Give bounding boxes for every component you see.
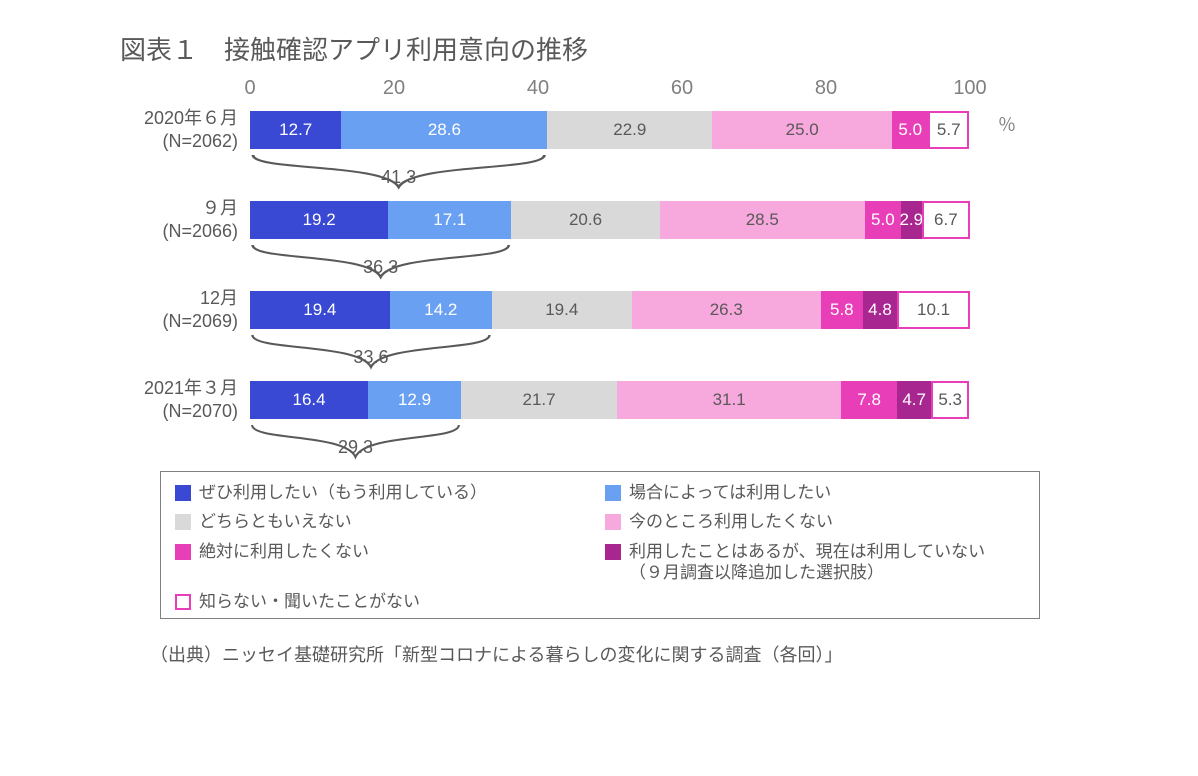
chart-title: 図表１ 接触確認アプリ利用意向の推移 (120, 30, 1138, 67)
bar-segment: 10.1 (897, 291, 970, 329)
row-label: 2021年３月(N=2070) (98, 377, 250, 424)
bar-segment: 19.4 (492, 291, 632, 329)
legend-label: 場合によっては利用したい (629, 482, 831, 503)
brace-sum-label: 41.3 (381, 167, 416, 188)
bar-segment: 25.0 (712, 111, 892, 149)
stacked-bar: 12.728.622.925.05.05.7 (250, 111, 970, 149)
row-label: 2020年６月(N=2062) (98, 107, 250, 154)
bar-segment: 14.2 (390, 291, 492, 329)
legend: ぜひ利用したい（もう利用している） 場合によっては利用したいどちらともいえない 今の… (160, 471, 1040, 619)
bar-row: ９月(N=2066)19.217.120.628.55.02.96.736.3 (250, 197, 1040, 287)
source-citation: （出典）ニッセイ基礎研究所「新型コロナによる暮らしの変化に関する調査（各回）」 (150, 641, 1138, 667)
bar-row: 12月(N=2069)19.414.219.426.35.84.810.133.… (250, 287, 1040, 377)
chart-area: 020406080100 ％ 2020年６月(N=2062)12.728.622… (250, 77, 1138, 467)
legend-item: 場合によっては利用したい (605, 482, 1025, 503)
legend-item: どちらともいえない (175, 511, 595, 532)
bar-rows: 2020年６月(N=2062)12.728.622.925.05.05.741.… (250, 107, 1138, 467)
brace-sum-label: 36.3 (363, 257, 398, 278)
bar-segment: 21.7 (461, 381, 617, 419)
bar-segment: 17.1 (388, 201, 511, 239)
legend-label: 今のところ利用したくない (629, 511, 833, 532)
bar-segment: 5.0 (892, 111, 928, 149)
bar-segment: 12.9 (368, 381, 461, 419)
legend-item: ぜひ利用したい（もう利用している） (175, 482, 595, 503)
bar-segment: 5.0 (865, 201, 901, 239)
legend-swatch (175, 544, 191, 560)
bar-segment: 19.2 (250, 201, 388, 239)
bar-segment: 5.7 (928, 111, 969, 149)
stacked-bar: 19.414.219.426.35.84.810.1 (250, 291, 970, 329)
x-axis-tick: 80 (815, 77, 837, 100)
bar-row: 2020年６月(N=2062)12.728.622.925.05.05.741.… (250, 107, 1040, 197)
bar-segment: 2.9 (901, 201, 922, 239)
bar-segment: 19.4 (250, 291, 390, 329)
bar-row: 2021年３月(N=2070)16.412.921.731.17.84.75.3… (250, 377, 1040, 467)
bar-segment: 28.6 (341, 111, 547, 149)
stacked-bar: 16.412.921.731.17.84.75.3 (250, 381, 970, 419)
bar-segment: 4.8 (863, 291, 898, 329)
legend-item: 利用したことはあるが、現在は利用していない （９月調査以降追加した選択肢） (605, 541, 1025, 584)
bar-segment: 4.7 (897, 381, 931, 419)
legend-item: 絶対に利用したくない (175, 541, 595, 584)
bar-segment: 31.1 (617, 381, 841, 419)
bar-segment: 16.4 (250, 381, 368, 419)
bar-segment: 12.7 (250, 111, 341, 149)
bar-segment: 20.6 (511, 201, 659, 239)
legend-swatch (605, 514, 621, 530)
row-label: ９月(N=2066) (98, 197, 250, 244)
legend-item: 今のところ利用したくない (605, 511, 1025, 532)
x-axis: 020406080100 (250, 77, 970, 107)
bar-segment: 7.8 (841, 381, 897, 419)
legend-swatch (605, 544, 621, 560)
legend-label: 利用したことはあるが、現在は利用していない （９月調査以降追加した選択肢） (629, 541, 985, 584)
legend-label: 絶対に利用したくない (199, 541, 369, 562)
legend-label: 知らない・聞いたことがない (199, 591, 420, 612)
bar-segment: 26.3 (632, 291, 821, 329)
legend-swatch (175, 594, 191, 610)
bar-segment: 28.5 (660, 201, 865, 239)
row-label: 12月(N=2069) (98, 287, 250, 334)
bar-segment: 5.3 (931, 381, 969, 419)
legend-item: 知らない・聞いたことがない (175, 591, 595, 612)
x-axis-tick: 40 (527, 77, 549, 100)
bar-segment: 6.7 (922, 201, 970, 239)
x-axis-tick: 60 (671, 77, 693, 100)
legend-swatch (175, 485, 191, 501)
x-axis-tick: 20 (383, 77, 405, 100)
brace-sum-label: 29.3 (338, 437, 373, 458)
page: 図表１ 接触確認アプリ利用意向の推移 020406080100 ％ 2020年６… (0, 0, 1198, 776)
brace-sum-label: 33.6 (353, 347, 388, 368)
x-axis-tick: 0 (244, 77, 255, 100)
legend-label: ぜひ利用したい（もう利用している） (199, 482, 487, 503)
bar-segment: 22.9 (547, 111, 712, 149)
x-axis-tick: 100 (953, 77, 986, 100)
legend-swatch (175, 514, 191, 530)
stacked-bar: 19.217.120.628.55.02.96.7 (250, 201, 970, 239)
bar-segment: 5.8 (821, 291, 863, 329)
legend-label: どちらともいえない (199, 511, 352, 532)
legend-swatch (605, 485, 621, 501)
